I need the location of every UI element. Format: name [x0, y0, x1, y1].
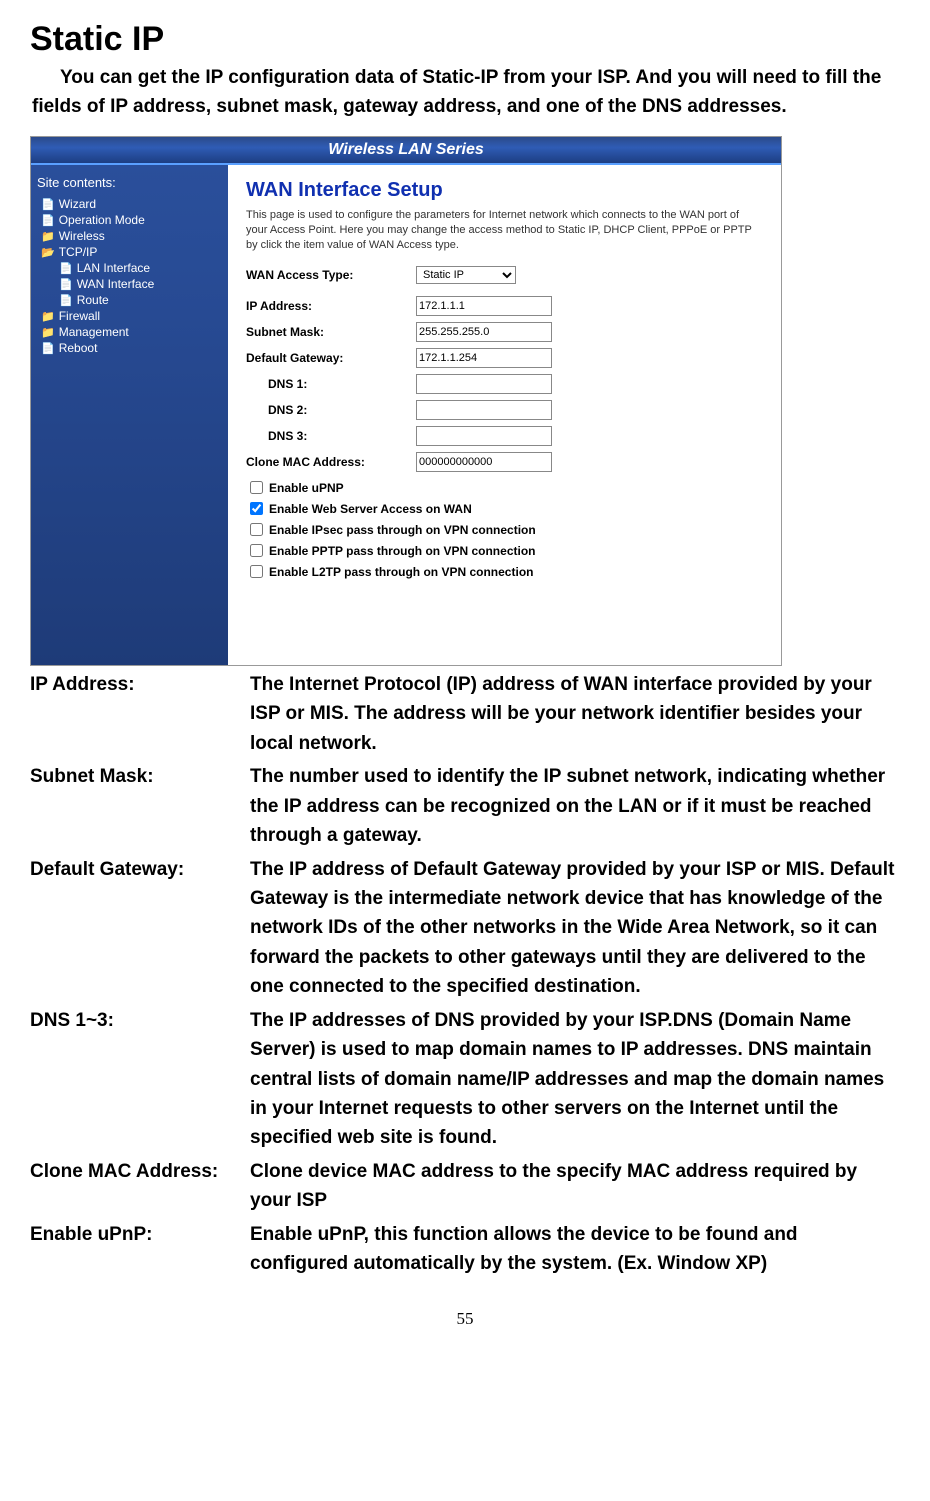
sidebar-title: Site contents:	[37, 175, 222, 190]
def-term-gw: Default Gateway:	[30, 855, 250, 1002]
upnp-checkbox[interactable]	[250, 481, 263, 494]
label-dns3: DNS 3:	[246, 429, 416, 443]
ipsec-checkbox[interactable]	[250, 523, 263, 536]
tree-wizard[interactable]: Wizard	[41, 196, 222, 212]
label-gw: Default Gateway:	[246, 351, 416, 365]
dns3-input[interactable]	[416, 426, 552, 446]
ipsec-label: Enable IPsec pass through on VPN connect…	[269, 523, 536, 537]
label-clone-mac: Clone MAC Address:	[246, 455, 416, 469]
content-description: This page is used to configure the param…	[246, 208, 763, 253]
def-term-ip: IP Address:	[30, 670, 250, 758]
content-pane: WAN Interface Setup This page is used to…	[228, 165, 781, 665]
ip-input[interactable]	[416, 296, 552, 316]
label-dns1: DNS 1:	[246, 377, 416, 391]
label-ip: IP Address:	[246, 299, 416, 313]
window-titlebar: Wireless LAN Series	[31, 137, 781, 163]
def-desc-mask: The number used to identify the IP subne…	[250, 762, 900, 850]
pptp-checkbox[interactable]	[250, 544, 263, 557]
tree-wan-interface[interactable]: WAN Interface	[59, 276, 222, 292]
upnp-label: Enable uPNP	[269, 481, 344, 495]
tree-lan-interface[interactable]: LAN Interface	[59, 260, 222, 276]
tree-route[interactable]: Route	[59, 292, 222, 308]
def-desc-dns: The IP addresses of DNS provided by your…	[250, 1006, 900, 1153]
l2tp-checkbox[interactable]	[250, 565, 263, 578]
l2tp-label: Enable L2TP pass through on VPN connecti…	[269, 565, 533, 579]
label-mask: Subnet Mask:	[246, 325, 416, 339]
dns2-input[interactable]	[416, 400, 552, 420]
intro-paragraph: You can get the IP configuration data of…	[30, 63, 900, 122]
clone-mac-input[interactable]	[416, 452, 552, 472]
tree-reboot[interactable]: Reboot	[41, 340, 222, 356]
def-term-upnp: Enable uPnP:	[30, 1220, 250, 1279]
pptp-label: Enable PPTP pass through on VPN connecti…	[269, 544, 535, 558]
nav-tree: Wizard Operation Mode Wireless TCP/IP LA…	[37, 196, 222, 356]
definitions: IP Address: The Internet Protocol (IP) a…	[30, 670, 900, 1279]
tree-management[interactable]: Management	[41, 324, 222, 340]
content-title: WAN Interface Setup	[246, 179, 763, 202]
wan-access-select[interactable]: Static IP	[416, 266, 516, 284]
page-number: 55	[30, 1309, 900, 1329]
web-access-checkbox[interactable]	[250, 502, 263, 515]
tree-op-mode[interactable]: Operation Mode	[41, 212, 222, 228]
tree-wireless[interactable]: Wireless	[41, 228, 222, 244]
gw-input[interactable]	[416, 348, 552, 368]
router-screenshot: Wireless LAN Series Site contents: Wizar…	[30, 136, 782, 666]
sidebar: Site contents: Wizard Operation Mode Wir…	[31, 165, 228, 665]
tree-firewall[interactable]: Firewall	[41, 308, 222, 324]
def-desc-ip: The Internet Protocol (IP) address of WA…	[250, 670, 900, 758]
def-desc-upnp: Enable uPnP, this function allows the de…	[250, 1220, 900, 1279]
web-access-label: Enable Web Server Access on WAN	[269, 502, 472, 516]
def-desc-clone: Clone device MAC address to the specify …	[250, 1157, 900, 1216]
mask-input[interactable]	[416, 322, 552, 342]
def-desc-gw: The IP address of Default Gateway provid…	[250, 855, 900, 1002]
tree-tcpip[interactable]: TCP/IP	[41, 244, 222, 260]
def-term-mask: Subnet Mask:	[30, 762, 250, 850]
def-term-clone: Clone MAC Address:	[30, 1157, 250, 1216]
section-heading: Static IP	[30, 20, 900, 59]
label-dns2: DNS 2:	[246, 403, 416, 417]
def-term-dns: DNS 1~3:	[30, 1006, 250, 1153]
label-wan-access: WAN Access Type:	[246, 268, 416, 282]
dns1-input[interactable]	[416, 374, 552, 394]
